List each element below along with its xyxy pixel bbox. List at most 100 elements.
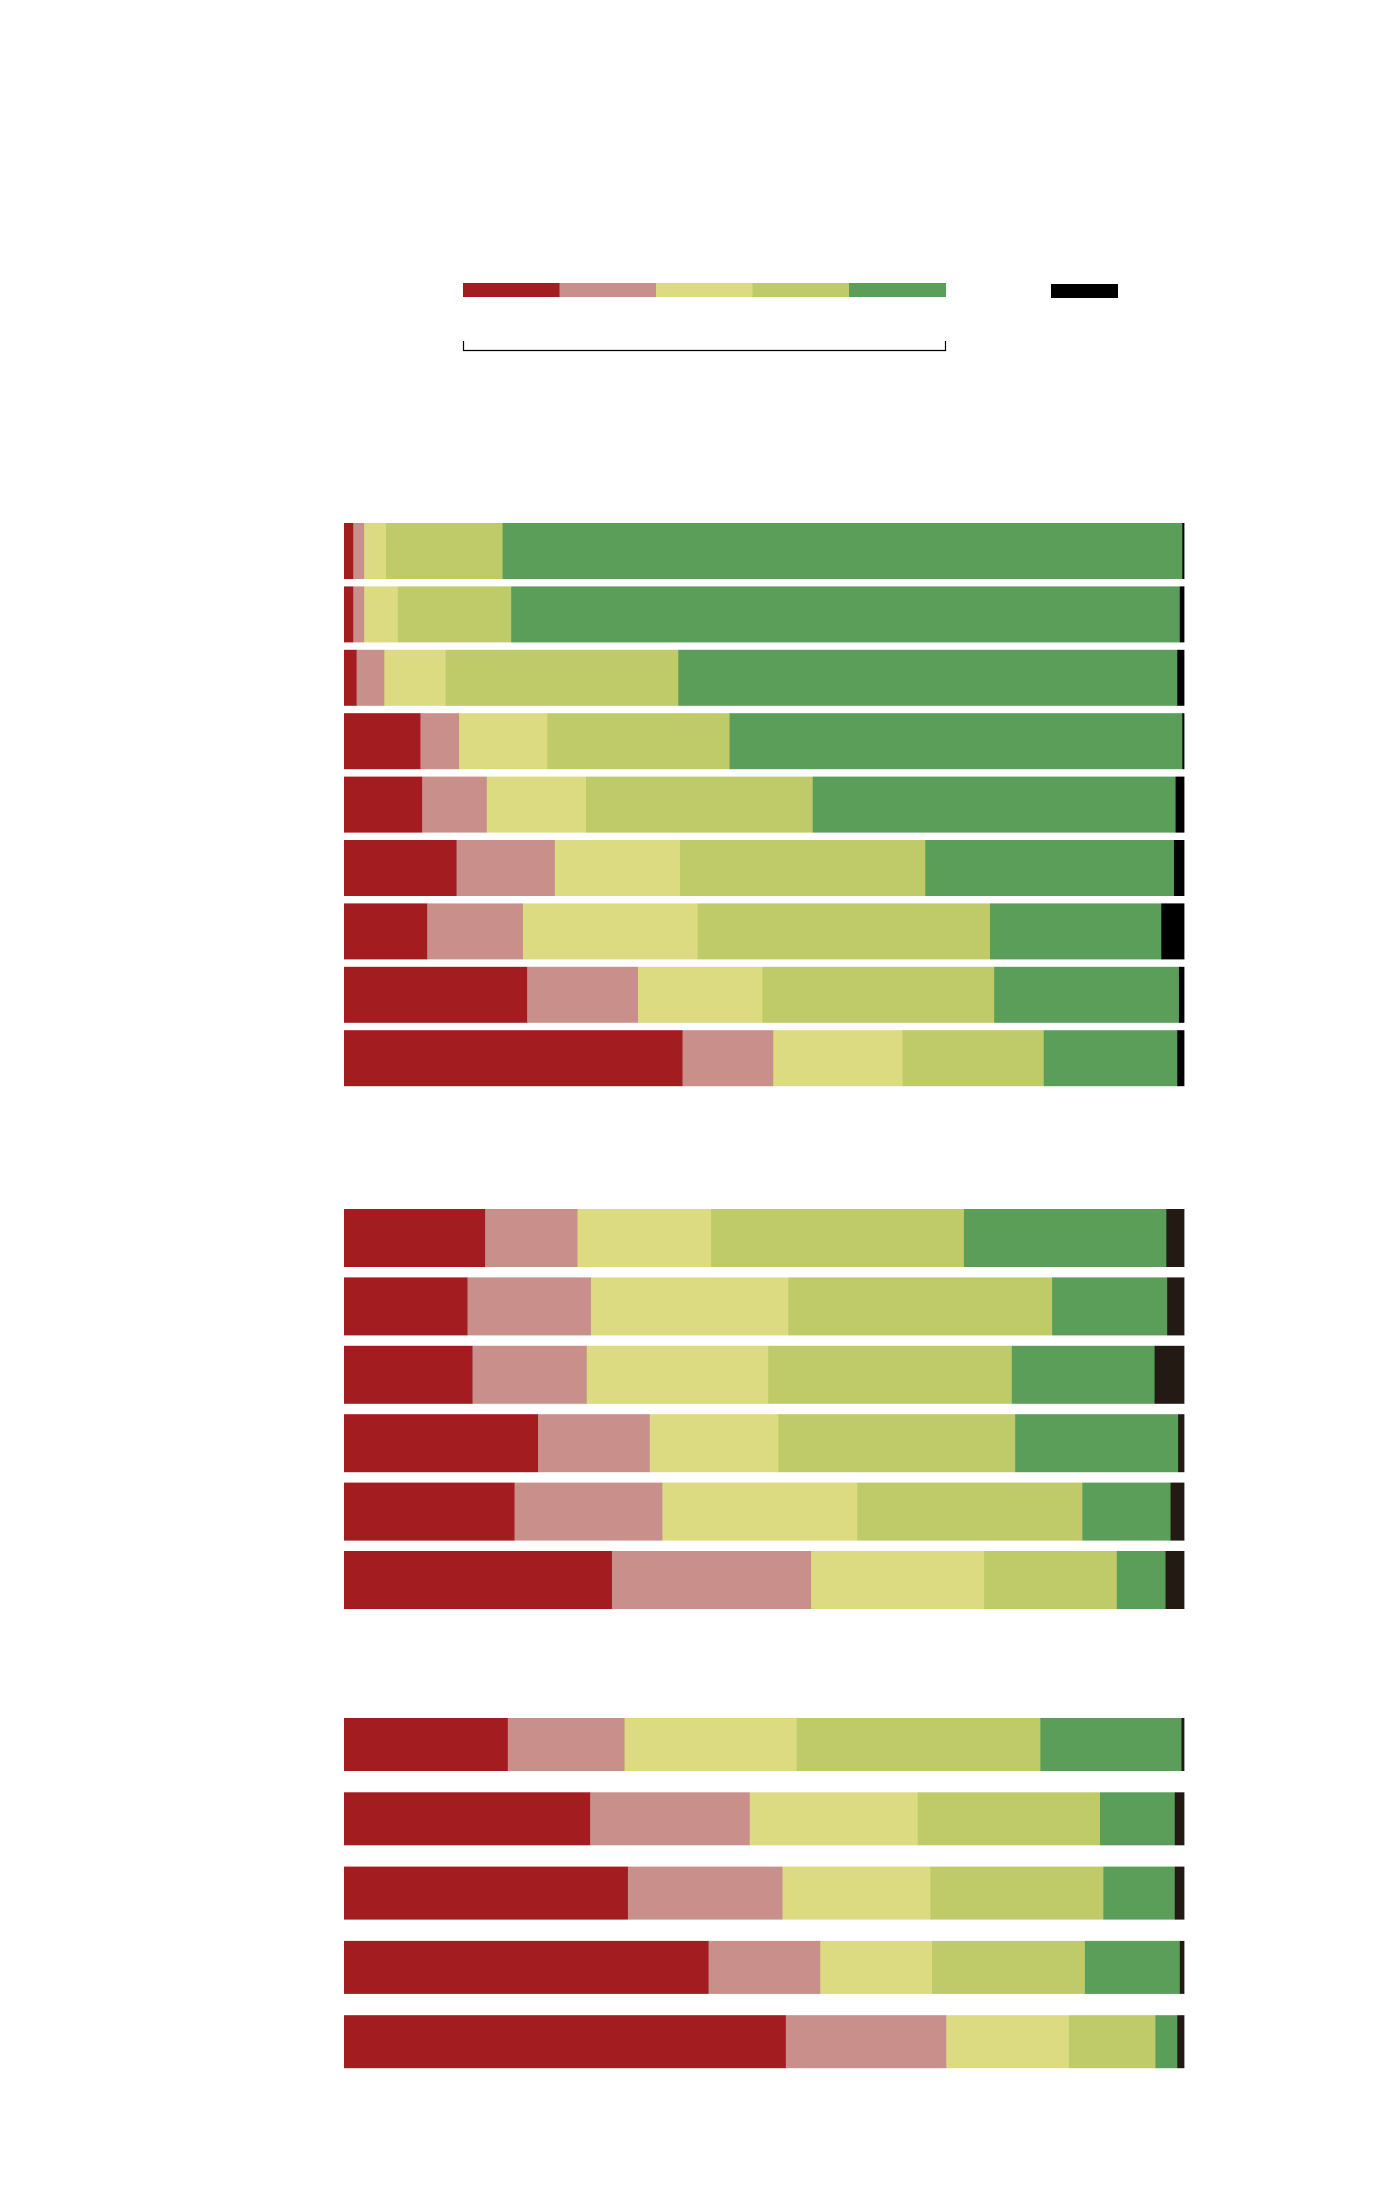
bar-segment bbox=[364, 586, 399, 643]
bar-segment bbox=[344, 1030, 683, 1087]
bar-segment bbox=[1068, 2015, 1156, 2069]
bar-row-2-4 bbox=[344, 1414, 1185, 1473]
bar-segment bbox=[1178, 1414, 1185, 1473]
bar-segment bbox=[1179, 586, 1185, 643]
bar-segment bbox=[785, 2015, 947, 2069]
bar-segment bbox=[1173, 840, 1185, 896]
bar-segment bbox=[344, 649, 357, 706]
bar-segment bbox=[1182, 523, 1185, 579]
bar-segment bbox=[344, 1551, 613, 1609]
bar-row-3-4 bbox=[344, 1940, 1185, 1994]
bar-segment bbox=[773, 1030, 903, 1087]
bar-segment bbox=[662, 1482, 858, 1541]
bar-segment bbox=[427, 903, 524, 960]
bar-segment bbox=[353, 523, 365, 579]
legend bbox=[462, 283, 1118, 352]
bar-segment bbox=[511, 586, 1181, 643]
bar-segment bbox=[963, 1209, 1167, 1267]
bar-groups bbox=[344, 523, 1185, 2069]
bar-segment bbox=[507, 1718, 625, 1771]
bar-segment bbox=[356, 649, 385, 706]
bar-segment bbox=[522, 903, 699, 960]
bar-segment bbox=[627, 1866, 783, 1920]
bar-segment bbox=[682, 1030, 774, 1087]
bar-segment bbox=[344, 1940, 709, 1994]
bar-row-2-1 bbox=[344, 1209, 1185, 1267]
bar-row-2-3 bbox=[344, 1345, 1185, 1404]
bar-row-3-5 bbox=[344, 2015, 1185, 2069]
bar-row-1-9 bbox=[344, 1030, 1185, 1087]
bar-segment bbox=[1100, 1792, 1176, 1846]
bar-segment bbox=[711, 1209, 965, 1267]
bar-segment bbox=[994, 966, 1180, 1023]
bar-segment bbox=[538, 1414, 651, 1473]
bar-segment bbox=[1082, 1482, 1171, 1541]
bar-segment bbox=[554, 840, 681, 896]
bar-group-1 bbox=[344, 523, 1185, 1087]
bar-segment bbox=[344, 1209, 486, 1267]
bar-segment bbox=[590, 1792, 751, 1846]
bar-row-2-5 bbox=[344, 1482, 1185, 1541]
bar-segment bbox=[638, 966, 763, 1023]
bar-row-1-1 bbox=[344, 523, 1185, 579]
bar-segment bbox=[456, 840, 556, 896]
legend-swatch-3 bbox=[656, 283, 753, 297]
bar-segment bbox=[1015, 1414, 1179, 1473]
bar-segment bbox=[1043, 1030, 1178, 1087]
bar-segment bbox=[344, 1482, 515, 1541]
bar-segment bbox=[1170, 1482, 1185, 1541]
legend-swatch-2 bbox=[559, 283, 657, 297]
bar-segment bbox=[1177, 649, 1185, 706]
bar-segment bbox=[459, 713, 548, 770]
bar-segment bbox=[502, 523, 1183, 579]
bar-segment bbox=[1154, 1345, 1185, 1404]
bar-row-1-2 bbox=[344, 586, 1185, 643]
bar-segment bbox=[445, 649, 679, 706]
bar-segment bbox=[344, 776, 423, 833]
legend-swatch-1 bbox=[463, 283, 560, 297]
bar-row-1-8 bbox=[344, 966, 1185, 1023]
bar-segment bbox=[585, 776, 814, 833]
bar-segment bbox=[1174, 1792, 1185, 1846]
bar-segment bbox=[1052, 1277, 1168, 1336]
bar-segment bbox=[820, 1940, 933, 1994]
bar-row-3-3 bbox=[344, 1866, 1185, 1920]
bar-segment bbox=[788, 1277, 1053, 1336]
bar-group-3 bbox=[344, 1718, 1185, 2069]
bar-segment bbox=[1174, 1866, 1185, 1920]
bar-segment bbox=[1155, 2015, 1178, 2069]
bar-group-2 bbox=[344, 1209, 1185, 1609]
bar-segment bbox=[1103, 1866, 1176, 1920]
bar-segment bbox=[344, 1866, 629, 1920]
bar-row-1-6 bbox=[344, 840, 1185, 896]
bar-segment bbox=[762, 966, 995, 1023]
bar-row-3-1 bbox=[344, 1718, 1185, 1771]
legend-bracket bbox=[462, 341, 947, 352]
bar-row-1-3 bbox=[344, 649, 1185, 706]
legend-swatch-5 bbox=[849, 283, 946, 297]
bar-segment bbox=[984, 1551, 1118, 1609]
bar-segment bbox=[649, 1414, 779, 1473]
bar-segment bbox=[344, 586, 354, 643]
bar-segment bbox=[782, 1866, 931, 1920]
bar-segment bbox=[1165, 1551, 1185, 1609]
bar-segment bbox=[353, 586, 365, 643]
bar-segment bbox=[812, 776, 1176, 833]
bar-segment bbox=[678, 649, 1178, 706]
bar-segment bbox=[680, 840, 926, 896]
bar-row-3-2 bbox=[344, 1792, 1185, 1846]
bar-row-2-6 bbox=[344, 1551, 1185, 1609]
bar-segment bbox=[577, 1209, 712, 1267]
bar-row-2-2 bbox=[344, 1277, 1185, 1336]
bar-segment bbox=[925, 840, 1175, 896]
bar-segment bbox=[749, 1792, 919, 1846]
bar-segment bbox=[1178, 966, 1185, 1023]
bar-segment bbox=[729, 713, 1183, 770]
bar-segment bbox=[344, 713, 421, 770]
bar-segment bbox=[1167, 1277, 1185, 1336]
bar-segment bbox=[1177, 2015, 1185, 2069]
bar-segment bbox=[930, 1866, 1104, 1920]
bar-segment bbox=[778, 1414, 1016, 1473]
